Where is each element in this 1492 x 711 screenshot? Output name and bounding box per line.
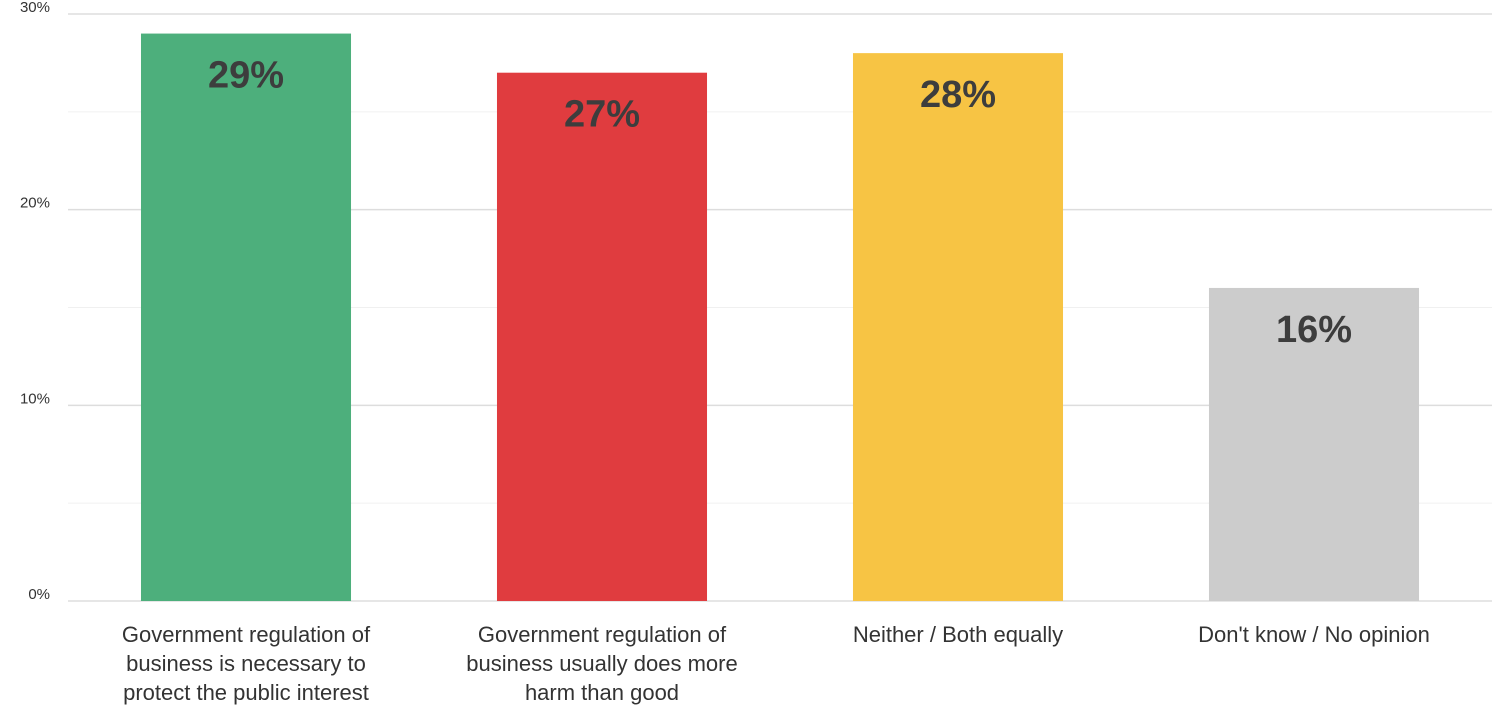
x-category-label-line: Don't know / No opinion: [1198, 622, 1430, 647]
x-category-label-line: business is necessary to: [126, 651, 366, 676]
y-tick-label: 10%: [20, 390, 50, 407]
x-category-label-line: Government regulation of: [478, 622, 727, 647]
y-tick-label: 30%: [20, 0, 50, 16]
bar: [1208, 287, 1420, 601]
x-category-label: Government regulation of business usually…: [466, 622, 737, 705]
y-axis: 0% 10% 20% 30%: [20, 0, 50, 603]
y-tick-label: 20%: [20, 195, 50, 212]
bars: 29% 27% 28% 16%: [140, 33, 1420, 602]
data-label: 29%: [208, 55, 284, 97]
data-label: 28%: [920, 74, 996, 116]
bar: [496, 72, 708, 601]
x-category-label: Neither / Both equally: [853, 622, 1063, 647]
x-category-label-line: Neither / Both equally: [853, 622, 1063, 647]
x-category-label: Government regulation of business is nece…: [122, 622, 371, 705]
data-label: 27%: [564, 94, 640, 136]
x-category-label-line: harm than good: [525, 680, 679, 705]
x-category-label: Don't know / No opinion: [1198, 622, 1430, 647]
data-label: 16%: [1276, 309, 1352, 351]
bar: [852, 53, 1064, 601]
x-category-label-line: protect the public interest: [123, 680, 369, 705]
x-category-label-line: Government regulation of: [122, 622, 371, 647]
y-tick-label: 0%: [28, 586, 50, 603]
x-category-label-line: business usually does more: [466, 651, 737, 676]
bar: [140, 33, 352, 602]
x-axis: Government regulation of business is nece…: [122, 622, 1430, 705]
